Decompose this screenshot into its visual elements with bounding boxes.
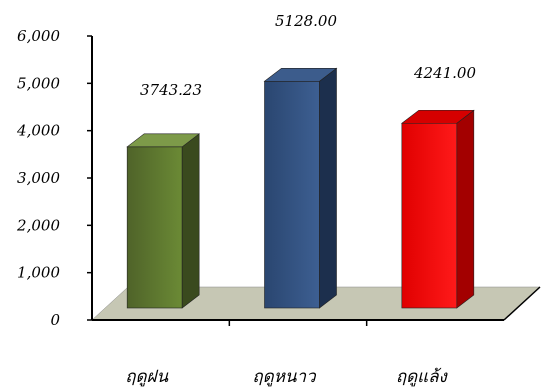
y-tick-label: 3,000 [17,169,60,187]
data-label: 4241.00 [413,64,476,82]
y-tick-label: 6,000 [17,27,60,45]
y-axis-ticks: 0 1,000 2,000 3,000 4,000 5,000 6,000 [16,27,92,329]
bars [126,67,475,309]
bar-side [319,67,337,309]
bar-front [264,80,320,309]
x-axis-ticks [228,320,368,326]
data-labels: 3743.23 5128.00 4241.00 [140,12,476,99]
bar-1 [126,133,201,309]
data-label: 5128.00 [275,12,337,30]
category-label: ฤดูแล้ง [396,367,449,387]
category-label: ฤดูหนาว [252,367,317,387]
y-tick-label: 2,000 [16,216,60,234]
data-label: 3743.23 [140,81,202,99]
bar-3 [400,109,475,309]
bar-side [181,133,200,309]
y-tick-label: 5,000 [17,74,60,92]
y-tick-label: 1,000 [17,264,60,282]
category-label: ฤดูฝน [125,367,168,387]
bar-front [126,146,183,309]
bar-top [263,67,338,82]
y-tick-label: 0 [50,311,60,329]
category-labels: ฤดูฝน ฤดูหนาว ฤดูแล้ง [125,367,448,387]
bar-top [126,133,201,148]
bar-front [401,122,458,309]
y-tick-label: 4,000 [16,122,60,140]
bar-top [400,109,475,124]
bar-side [456,109,475,309]
x-axis-depth-line [503,286,541,321]
bar-2 [263,67,338,309]
